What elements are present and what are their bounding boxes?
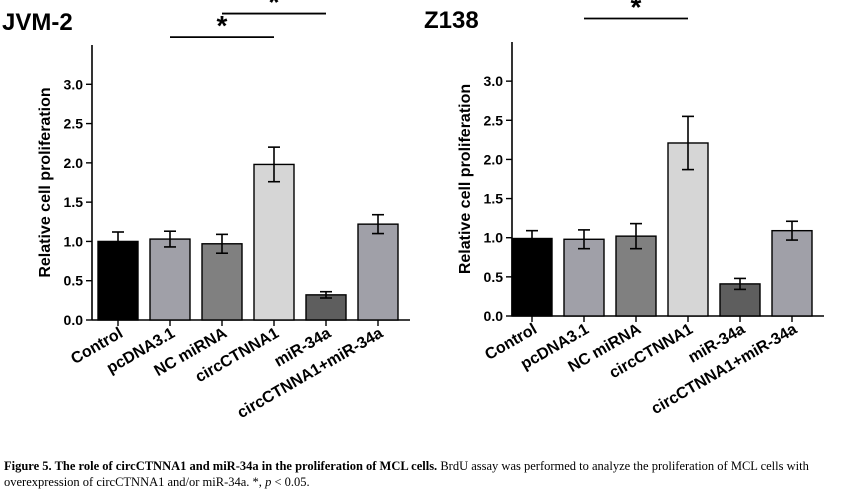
caption-text: BrdU assay was performed to analyze the … — [4, 459, 809, 489]
bar-5 — [357, 223, 399, 321]
significance-star-1: * — [269, 0, 280, 18]
y-tick-label: 2.5 — [484, 112, 504, 128]
bar-2 — [201, 243, 243, 321]
y-tick-label: 2.0 — [484, 151, 504, 167]
bar-1 — [563, 238, 605, 317]
y-tick-label: 2.5 — [64, 116, 84, 132]
bar-0 — [511, 237, 553, 317]
y-tick-label: 1.0 — [64, 233, 84, 249]
bar-5 — [771, 229, 813, 317]
caption-p-symbol: p — [265, 475, 272, 489]
y-tick-label: 1.5 — [484, 191, 504, 207]
bar-1 — [149, 238, 191, 321]
significance-star-0: * — [217, 10, 228, 41]
chart-title: Z138 — [424, 7, 479, 34]
figure-charts: JVM-2 0.0 0.5 1.0 1.5 2.0 2.5 3.0 Relative cell … — [2, 0, 824, 422]
y-tick-label: 0.5 — [484, 269, 504, 285]
chart-0: JVM-2 0.0 0.5 1.0 1.5 2.0 2.5 3.0 Relative cell … — [2, 0, 410, 422]
significance-star-0: * — [631, 0, 642, 23]
figure-caption: Figure 5. The role of circCTNNA1 and miR… — [4, 458, 856, 490]
caption-bold-title: Figure 5. The role of circCTNNA1 and miR… — [4, 459, 438, 473]
y-tick-label: 0.5 — [64, 273, 84, 289]
y-tick-label: 3.0 — [484, 73, 504, 89]
y-tick-label: 3.0 — [64, 76, 84, 92]
y-tick-label: 1.0 — [484, 230, 504, 246]
caption-text-end: < 0.05. — [271, 475, 310, 489]
chart-1: Z138 0.0 0.5 1.0 1.5 2.0 2.5 3.0 Relative cell p… — [424, 0, 824, 418]
y-tick-label: 0.0 — [484, 308, 504, 324]
y-axis-label: Relative cell proliferation — [457, 84, 474, 274]
y-tick-label: 1.5 — [64, 194, 84, 210]
y-tick-label: 0.0 — [64, 312, 84, 328]
y-tick-label: 2.0 — [64, 155, 84, 171]
chart-title: JVM-2 — [2, 9, 73, 36]
bar-3 — [253, 163, 295, 321]
y-axis-label: Relative cell proliferation — [37, 87, 54, 277]
bar-3 — [667, 142, 709, 317]
bar-0 — [97, 240, 139, 321]
